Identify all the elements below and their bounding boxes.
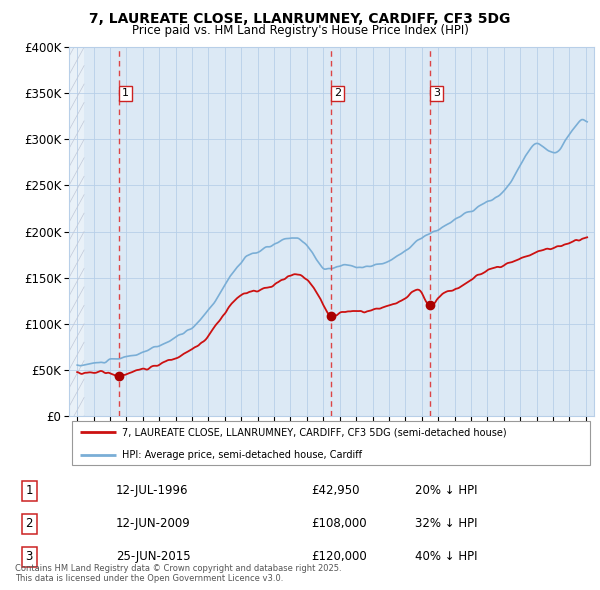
Text: 12-JUL-1996: 12-JUL-1996 bbox=[116, 484, 188, 497]
Text: 7, LAUREATE CLOSE, LLANRUMNEY, CARDIFF, CF3 5DG (semi-detached house): 7, LAUREATE CLOSE, LLANRUMNEY, CARDIFF, … bbox=[121, 427, 506, 437]
Text: Price paid vs. HM Land Registry's House Price Index (HPI): Price paid vs. HM Land Registry's House … bbox=[131, 24, 469, 37]
Text: 20% ↓ HPI: 20% ↓ HPI bbox=[415, 484, 478, 497]
Text: 1: 1 bbox=[122, 88, 129, 99]
Text: 12-JUN-2009: 12-JUN-2009 bbox=[116, 517, 190, 530]
Text: £120,000: £120,000 bbox=[311, 550, 367, 563]
Text: HPI: Average price, semi-detached house, Cardiff: HPI: Average price, semi-detached house,… bbox=[121, 450, 361, 460]
Text: 3: 3 bbox=[26, 550, 33, 563]
Text: 2: 2 bbox=[26, 517, 33, 530]
Text: 3: 3 bbox=[433, 88, 440, 99]
Text: 2: 2 bbox=[334, 88, 341, 99]
Text: £108,000: £108,000 bbox=[311, 517, 367, 530]
Text: 25-JUN-2015: 25-JUN-2015 bbox=[116, 550, 190, 563]
Text: 40% ↓ HPI: 40% ↓ HPI bbox=[415, 550, 478, 563]
Text: 1: 1 bbox=[26, 484, 33, 497]
FancyBboxPatch shape bbox=[71, 421, 590, 466]
Text: £42,950: £42,950 bbox=[311, 484, 360, 497]
Text: 32% ↓ HPI: 32% ↓ HPI bbox=[415, 517, 478, 530]
Text: 7, LAUREATE CLOSE, LLANRUMNEY, CARDIFF, CF3 5DG: 7, LAUREATE CLOSE, LLANRUMNEY, CARDIFF, … bbox=[89, 12, 511, 26]
Text: Contains HM Land Registry data © Crown copyright and database right 2025.
This d: Contains HM Land Registry data © Crown c… bbox=[15, 563, 341, 583]
